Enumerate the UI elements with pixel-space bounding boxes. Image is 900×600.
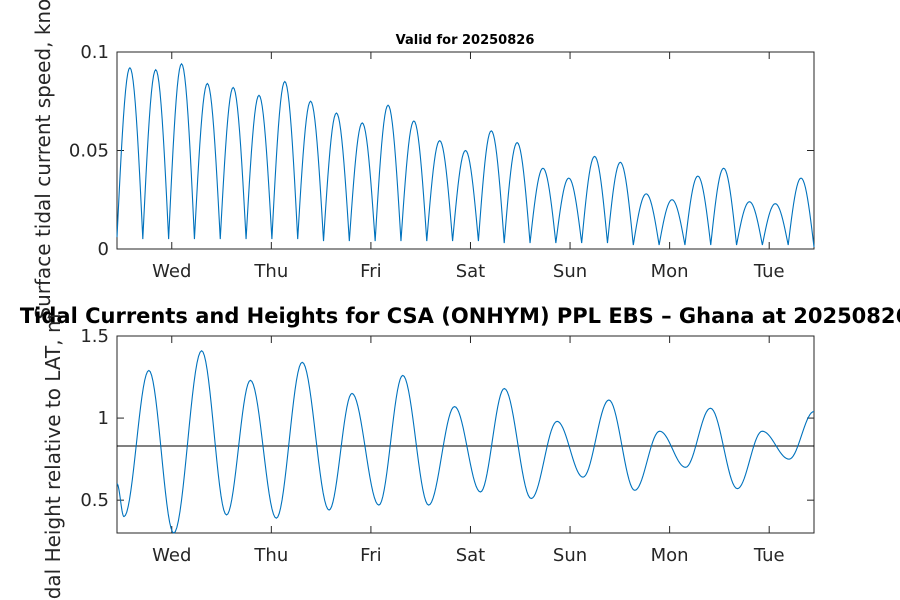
tidal-chart-title: Tidal Currents and Heights for CSA (ONHY…	[20, 304, 900, 328]
x-tick-label: Wed	[152, 545, 191, 566]
current-speed-chart: 0 0.05 0.1 Wed Thu Fri Sat Sun Mon Tue Valid for …	[31, 0, 815, 320]
x-tick-label: Mon	[651, 261, 689, 282]
y-tick-label: 0	[98, 239, 109, 260]
x-tick-label: Fri	[360, 261, 381, 282]
y-tick-label: 0.05	[69, 141, 109, 162]
x-tick-label: Thu	[253, 545, 288, 566]
tidal-height-chart: 0.5 1 1.5 Wed Thu Fri Sat Sun Mon Tue Tidal Curre…	[20, 304, 900, 600]
y-tick-label: 1	[98, 408, 109, 429]
y-tick-label: 0.5	[80, 490, 109, 511]
x-tick-label: Fri	[360, 545, 381, 566]
x-tick-label: Thu	[253, 261, 288, 282]
x-tick-label: Sat	[456, 261, 486, 282]
current-speed-line	[116, 62, 815, 248]
x-tick-label: Wed	[152, 261, 191, 282]
y-tick-label: 1.5	[80, 326, 109, 347]
x-tick-label: Sun	[553, 545, 587, 566]
x-tick-label: Mon	[651, 545, 689, 566]
y-tick-label: 0.1	[80, 42, 109, 63]
tidal-height-line	[116, 350, 815, 534]
x-tick-label: Tue	[753, 545, 785, 566]
x-tick-label: Sat	[456, 545, 486, 566]
height-y-axis-label: Tidal Height relative to LAT, m	[41, 314, 65, 600]
x-tick-label: Sun	[553, 261, 587, 282]
current-chart-title: Valid for 20250826	[396, 33, 535, 48]
x-tick-label: Tue	[753, 261, 785, 282]
current-y-axis-label: Surface tidal current speed, knots	[31, 0, 55, 320]
